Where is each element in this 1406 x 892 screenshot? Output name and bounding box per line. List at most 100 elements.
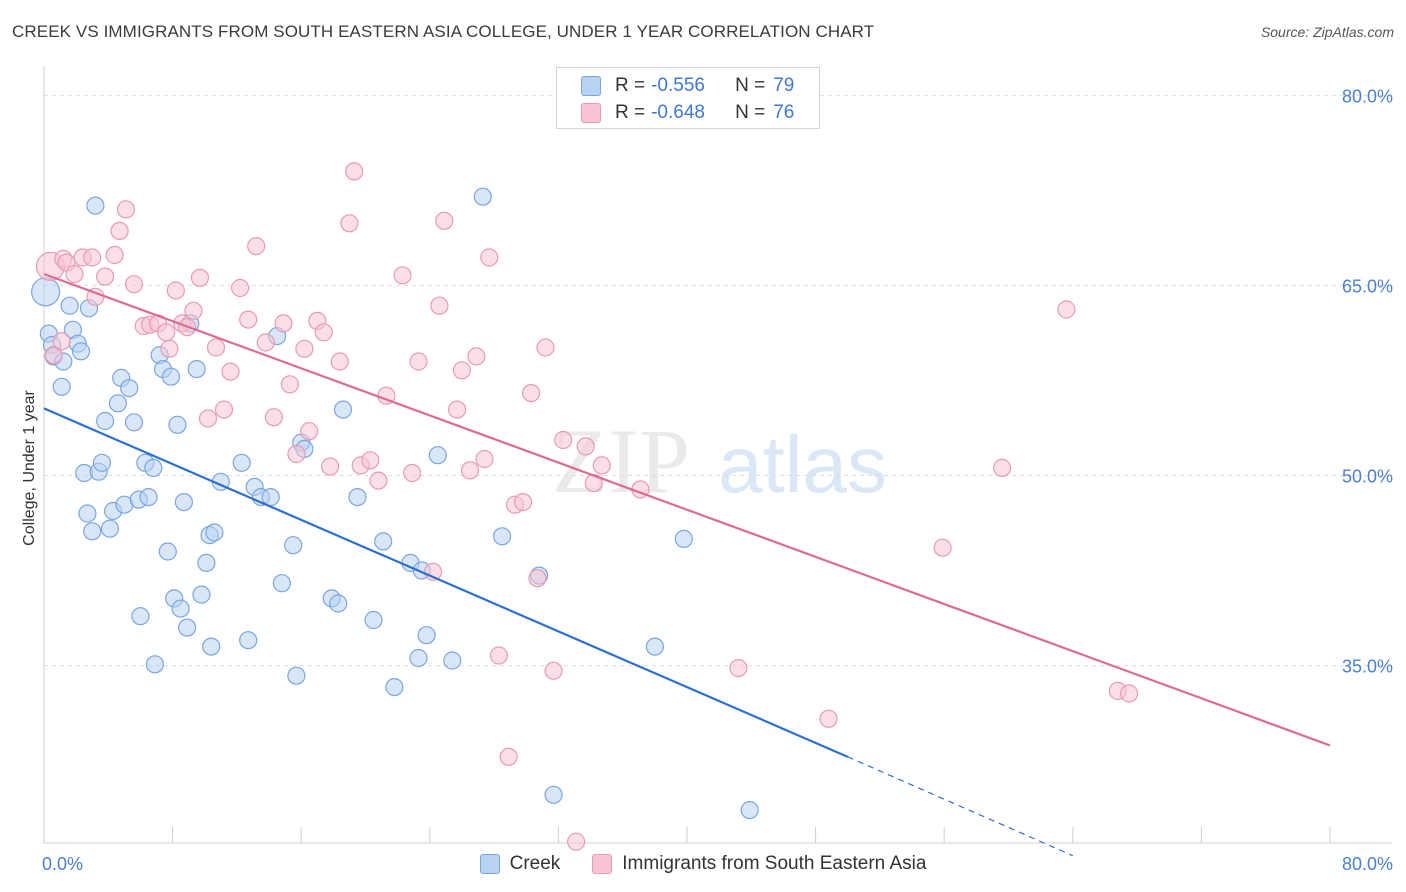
sea-point	[95, 267, 115, 286]
sea-point	[206, 338, 226, 357]
creek-legend-swatch	[479, 854, 500, 874]
creek-legend-label: Creek	[509, 853, 561, 874]
legend-row-creek: R = -0.556 N = 79	[581, 73, 794, 99]
sea-point	[198, 409, 218, 428]
sea-point	[221, 362, 240, 381]
creek-point	[333, 400, 353, 419]
creek-point	[428, 446, 447, 465]
x-tick-label: 0.0%	[42, 854, 83, 874]
sea-point	[65, 264, 84, 284]
creek-point	[674, 529, 693, 549]
sea-point	[513, 493, 533, 512]
gridlines	[44, 94, 1392, 667]
creek-point	[329, 594, 348, 613]
creek-swatch	[581, 76, 601, 96]
sea-point	[314, 323, 333, 342]
source-label: Source: ZipAtlas.com	[1260, 24, 1394, 40]
sea-point	[256, 333, 275, 352]
creek-point	[192, 585, 211, 604]
creek-point	[740, 800, 759, 820]
sea-point	[52, 332, 71, 351]
x-tick-label: 80.0%	[1342, 854, 1393, 874]
creek-point	[417, 626, 436, 645]
sea-point	[409, 352, 428, 371]
sea-point	[489, 646, 508, 665]
creek-point	[139, 488, 158, 507]
sea-point	[521, 384, 541, 403]
y-tick-label: 65.0%	[1342, 276, 1393, 296]
creek-point	[364, 610, 383, 630]
watermark-zip: ZIP	[552, 410, 690, 512]
sea-point	[321, 457, 340, 476]
sea-point	[330, 352, 349, 371]
sea-point	[554, 430, 573, 450]
sea-trend-line	[43, 272, 1331, 747]
sea-point	[340, 214, 359, 233]
sea-point	[239, 310, 258, 329]
creek-point	[187, 360, 206, 379]
sea-point	[157, 323, 176, 342]
sea-point	[166, 281, 185, 300]
creek-point	[348, 488, 367, 507]
n-label: N =	[735, 102, 766, 123]
creek-point	[239, 631, 258, 650]
sea-point	[361, 451, 380, 470]
sea-immigrants-points	[35, 162, 1139, 851]
sea-point	[1119, 684, 1139, 703]
sea-point	[280, 375, 299, 394]
creek-trend-extension	[847, 756, 1074, 857]
sea-swatch	[581, 103, 601, 123]
y-tick-label: 50.0%	[1342, 467, 1393, 487]
sea-point	[190, 268, 209, 287]
legend-item-sea[interactable]: Immigrants from South Eastern Asia	[592, 853, 926, 875]
creek-point	[131, 607, 150, 626]
trend-lines	[43, 272, 1331, 857]
creek-point	[92, 453, 112, 472]
sea-point	[403, 463, 422, 483]
n-label: N =	[735, 75, 766, 96]
creek-point	[120, 379, 139, 398]
creek-point	[86, 196, 105, 215]
creek-point	[108, 394, 128, 413]
creek-point	[158, 542, 177, 561]
creek-point	[272, 574, 291, 593]
creek-point	[202, 637, 221, 656]
watermark-atlas: atlas	[718, 420, 887, 509]
creek-point	[30, 277, 61, 307]
sea-point	[300, 422, 319, 441]
sea-point	[247, 237, 266, 256]
creek-point	[78, 504, 97, 523]
creek-point	[385, 677, 404, 697]
sea-point	[393, 266, 412, 285]
r-label: R =	[615, 75, 646, 96]
sea-point	[264, 408, 283, 427]
sea-point	[345, 162, 364, 181]
creek-point	[95, 411, 115, 431]
sea-point	[566, 832, 586, 851]
sea-point	[231, 278, 250, 298]
creek-point	[60, 296, 79, 315]
creek-point	[473, 187, 492, 206]
r-value: -0.648	[651, 102, 705, 123]
sea-point	[536, 338, 555, 357]
sea-point	[933, 538, 952, 557]
legend-row-sea: R = -0.648 N = 76	[581, 100, 794, 126]
creek-point	[284, 536, 303, 555]
creek-point	[124, 413, 144, 432]
sea-point	[83, 248, 102, 267]
creek-point	[374, 532, 393, 551]
chart-title: CREEK VS IMMIGRANTS FROM SOUTH EASTERN A…	[12, 22, 875, 41]
sea-point	[475, 449, 494, 469]
legend-item-creek[interactable]: Creek	[479, 853, 561, 875]
n-value: 76	[773, 102, 795, 123]
r-value: -0.556	[651, 75, 705, 96]
creek-point	[232, 453, 251, 472]
creek-point	[168, 415, 187, 434]
sea-point	[592, 456, 611, 475]
creek-point	[645, 637, 665, 656]
creek-point	[144, 458, 163, 477]
creek-point	[178, 618, 197, 637]
sea-point	[467, 347, 486, 366]
sea-point	[729, 658, 748, 678]
sea-point	[214, 400, 234, 419]
